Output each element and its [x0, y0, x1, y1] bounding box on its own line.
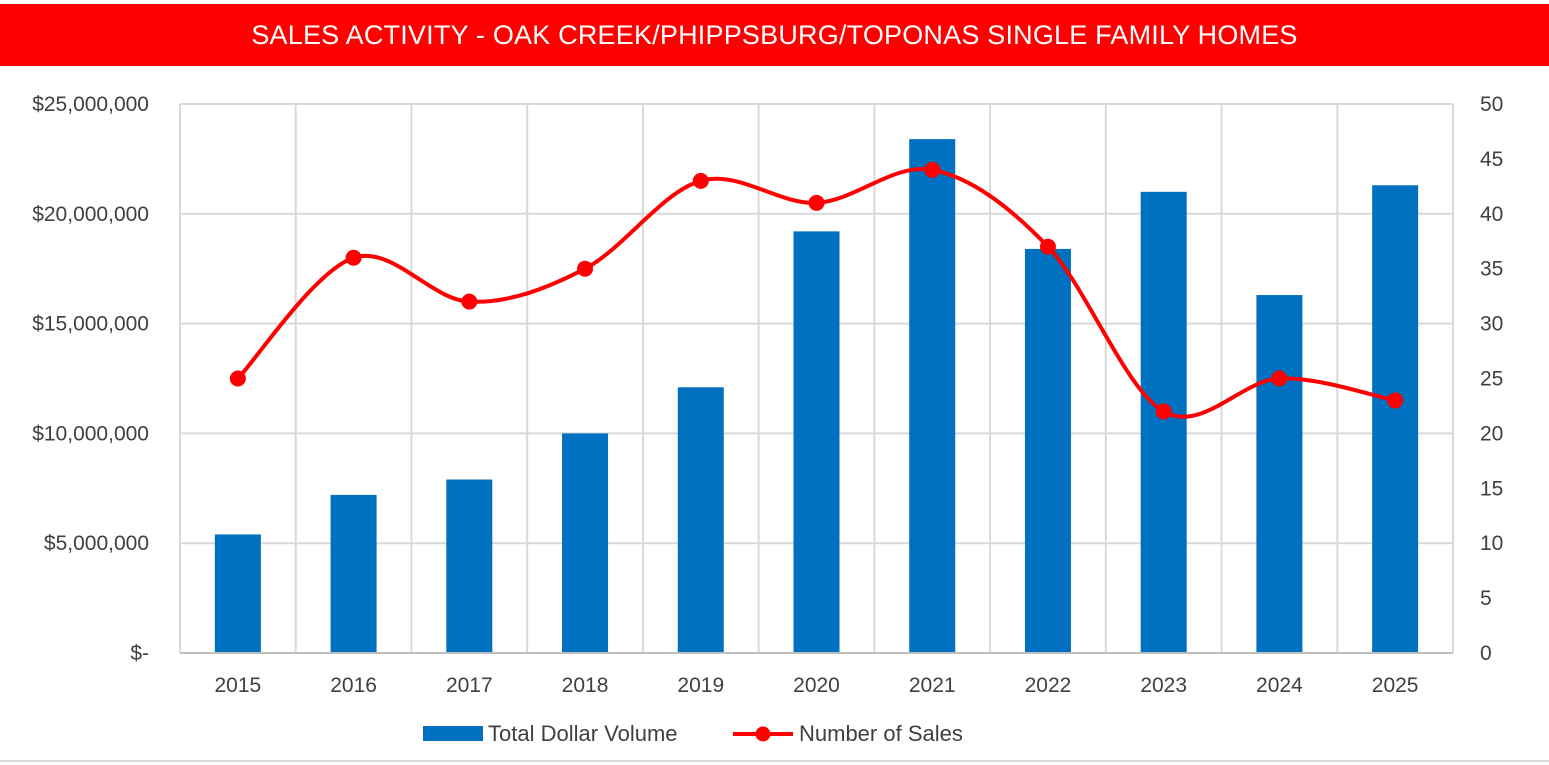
bottom-divider [0, 760, 1549, 762]
left-tick-label: $20,000,000 [32, 203, 149, 226]
legend-label-number-of-sales: Number of Sales [799, 721, 963, 746]
x-tick-label-2021: 2021 [909, 674, 956, 697]
right-tick-label: 20 [1480, 422, 1503, 445]
bar-2020 [793, 231, 840, 654]
x-tick-label-2017: 2017 [446, 674, 493, 697]
marker-2015 [229, 370, 246, 387]
bar-2021 [909, 139, 956, 654]
right-tick-label: 50 [1480, 93, 1503, 116]
bar-series-total-dollar-volume [214, 139, 1419, 654]
marker-2024 [1271, 370, 1288, 387]
right-tick-label: 5 [1480, 587, 1492, 610]
x-tick-label-2019: 2019 [677, 674, 724, 697]
legend: Total Dollar Volume Number of Sales [423, 721, 963, 746]
marker-2022 [1039, 238, 1056, 255]
marker-2020 [808, 194, 825, 211]
right-tick-label: 35 [1480, 258, 1503, 281]
legend-swatch-total-dollar-volume [423, 726, 483, 741]
x-tick-label-2025: 2025 [1372, 674, 1419, 697]
right-tick-label: 0 [1480, 642, 1492, 665]
x-tick-label-2024: 2024 [1256, 674, 1303, 697]
left-tick-label: $25,000,000 [32, 93, 149, 116]
bar-2018 [562, 433, 609, 653]
marker-2025 [1387, 392, 1404, 409]
marker-2021 [924, 161, 941, 178]
bar-2024 [1256, 295, 1303, 653]
bar-2017 [446, 479, 493, 653]
marker-2016 [345, 249, 362, 266]
bar-2025 [1372, 185, 1419, 653]
marker-2023 [1155, 403, 1172, 420]
marker-2017 [461, 293, 478, 310]
left-tick-label: $5,000,000 [44, 532, 149, 555]
right-tick-label: 10 [1480, 532, 1503, 555]
bar-2016 [330, 494, 377, 653]
bar-2022 [1024, 248, 1071, 653]
x-tick-label-2016: 2016 [330, 674, 377, 697]
marker-2019 [692, 172, 709, 189]
x-tick-label-2018: 2018 [562, 674, 609, 697]
chart-title: SALES ACTIVITY - OAK CREEK/PHIPPSBURG/TO… [0, 4, 1549, 66]
right-tick-label: 40 [1480, 203, 1503, 226]
right-tick-label: 45 [1480, 148, 1503, 171]
line-series-number-of-sales [229, 161, 1404, 420]
axes: 2015 2016 2017 2018 2019 2020 2021 2022 2023 2024… [32, 93, 1503, 697]
grid-lines [179, 103, 1454, 653]
marker-2018 [577, 260, 594, 277]
right-tick-label: 25 [1480, 368, 1503, 391]
x-tick-label-2020: 2020 [793, 674, 840, 697]
bar-2023 [1140, 191, 1187, 653]
left-tick-label: $15,000,000 [32, 313, 149, 336]
right-tick-label: 30 [1480, 313, 1503, 336]
left-tick-label: $10,000,000 [32, 422, 149, 445]
left-tick-label: $- [130, 642, 149, 665]
right-tick-label: 15 [1480, 477, 1503, 500]
x-tick-label-2015: 2015 [215, 674, 262, 697]
legend-label-total-dollar-volume: Total Dollar Volume [488, 721, 678, 746]
legend-swatch-number-of-sales-marker [755, 726, 771, 742]
x-tick-label-2023: 2023 [1140, 674, 1187, 697]
x-tick-label-2022: 2022 [1025, 674, 1072, 697]
bar-2015 [214, 534, 261, 653]
bar-2019 [677, 387, 724, 653]
